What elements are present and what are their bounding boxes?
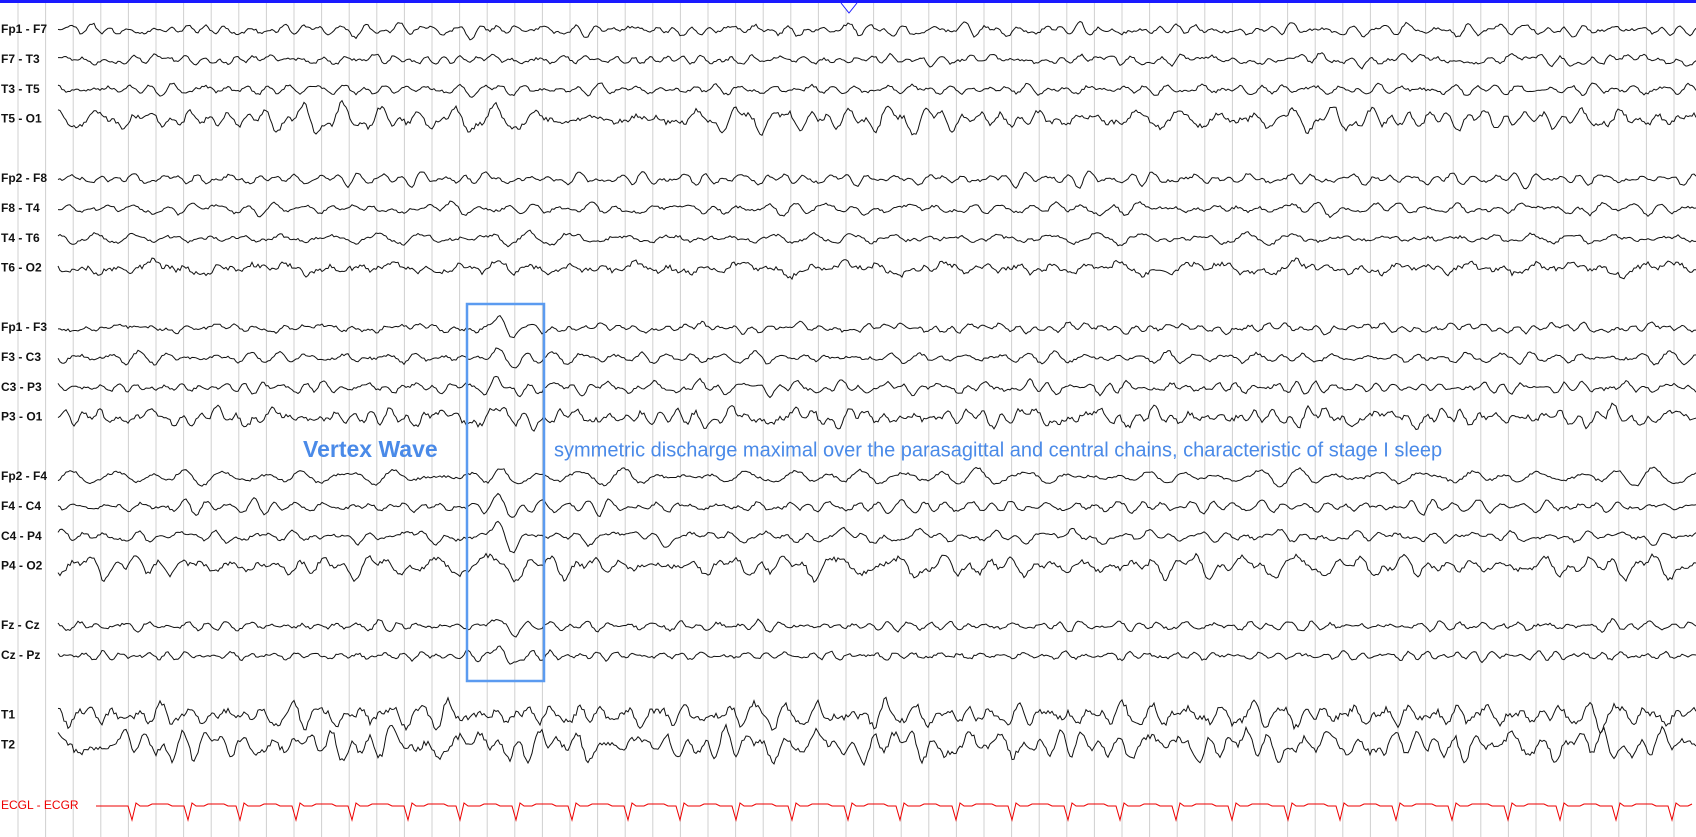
channel-label: C3 - P3 [1, 380, 42, 394]
channel-label: T5 - O1 [1, 112, 42, 126]
channel-label: F3 - C3 [1, 350, 41, 364]
annotation-box [465, 302, 546, 683]
eeg-trace [57, 200, 1696, 219]
channel-label: T3 - T5 [1, 82, 40, 96]
eeg-trace [57, 99, 1696, 136]
channel-label: Fp1 - F3 [1, 320, 47, 334]
eeg-trace [57, 347, 1696, 369]
eeg-trace [57, 229, 1696, 248]
eeg-trace [57, 617, 1696, 638]
time-grid [17, 3, 1675, 837]
eeg-trace [57, 170, 1696, 190]
channel-label: Fz - Cz [1, 618, 40, 632]
eeg-trace [58, 52, 1696, 70]
eeg-trace [57, 723, 1696, 767]
channel-label: T2 [1, 737, 15, 751]
annotation-text: symmetric discharge maximal over the par… [554, 439, 1442, 461]
channel-label: Fp2 - F8 [1, 171, 47, 185]
eeg-trace [57, 466, 1696, 488]
eeg-trace [57, 552, 1696, 584]
eeg-trace [57, 82, 1696, 98]
channel-label: P4 - O2 [1, 559, 43, 573]
channel-label: Fp2 - F4 [1, 469, 47, 483]
channel-label: F4 - C4 [1, 499, 41, 513]
channel-label: C4 - P4 [1, 529, 42, 543]
channel-label: T6 - O2 [1, 261, 42, 275]
eeg-trace [58, 314, 1696, 339]
traces: Fp1 - F7 F7 - T3 T3 - T5 T5 - O1 Fp2 - F8 F8 … [1, 20, 1696, 822]
eeg-trace [57, 20, 1696, 41]
ecg-trace [96, 802, 1693, 822]
time-cursor[interactable] [840, 2, 858, 14]
eeg-trace [57, 520, 1696, 554]
channel-label: F8 - T4 [1, 201, 40, 215]
channel-label: Fp1 - F7 [1, 22, 47, 36]
eeg-trace [57, 257, 1696, 281]
eeg-trace [57, 645, 1696, 665]
eeg-trace [57, 492, 1696, 518]
annotation-title: Vertex Wave [303, 436, 438, 462]
time-bar [0, 0, 1696, 3]
channel-label: P3 - O1 [1, 410, 43, 424]
channel-label: ECGL - ECGR [1, 798, 79, 812]
channel-label: T4 - T6 [1, 231, 40, 245]
channel-label: Cz - Pz [1, 648, 40, 662]
channel-label: F7 - T3 [1, 52, 40, 66]
eeg-trace [57, 696, 1696, 734]
eeg-trace [57, 375, 1696, 399]
channel-label: T1 [1, 708, 15, 722]
eeg-trace [57, 402, 1696, 432]
